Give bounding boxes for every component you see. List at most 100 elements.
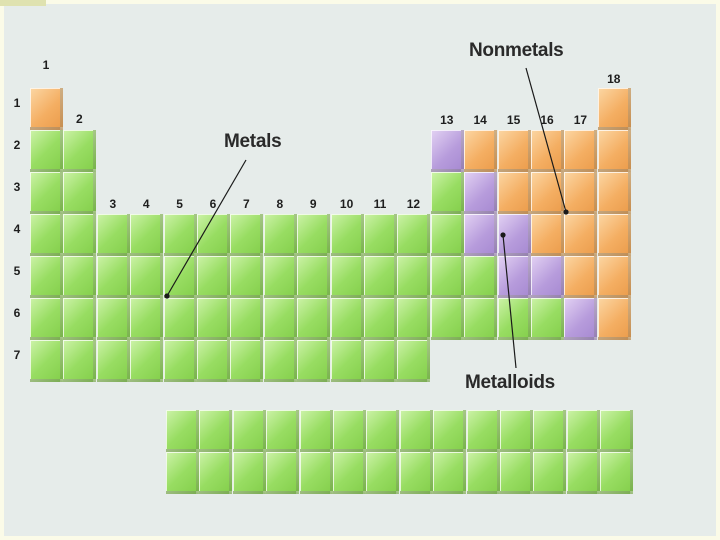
element-cell-p2-g16 bbox=[531, 130, 564, 172]
element-cell-p7-g2 bbox=[63, 340, 97, 382]
element-cell-p4-g8 bbox=[263, 214, 297, 256]
f-block-cell-r2-c10 bbox=[466, 452, 500, 494]
period-number-1: 1 bbox=[13, 96, 21, 110]
f-block-cell-r1-c11 bbox=[500, 410, 533, 452]
element-cell-p4-g2 bbox=[63, 214, 97, 256]
period-number-4: 4 bbox=[13, 222, 21, 236]
group-number-18: 18 bbox=[607, 72, 621, 86]
f-block-cell-r1-c10 bbox=[466, 410, 500, 452]
element-cell-p4-g15 bbox=[497, 214, 531, 256]
element-cell-p7-g8 bbox=[263, 340, 297, 382]
element-cell-p5-g8 bbox=[263, 256, 297, 298]
f-block-cell-r2-c2 bbox=[199, 452, 233, 494]
group-number-11: 11 bbox=[373, 197, 387, 211]
period-number-3: 3 bbox=[13, 180, 21, 194]
element-cell-p2-g15 bbox=[497, 130, 531, 172]
element-cell-p3-g14 bbox=[464, 172, 498, 214]
element-cell-p4-g11 bbox=[364, 214, 397, 256]
element-cell-p6-g17 bbox=[564, 298, 598, 340]
element-cell-p7-g11 bbox=[364, 340, 397, 382]
group-number-1: 1 bbox=[42, 58, 50, 72]
f-block-cell-r1-c3 bbox=[232, 410, 266, 452]
metals-label: Metals bbox=[224, 131, 282, 152]
f-block-cell-r2-c3 bbox=[232, 452, 266, 494]
element-cell-p6-g10 bbox=[330, 298, 364, 340]
element-cell-p5-g4 bbox=[130, 256, 164, 298]
element-cell-p6-g4 bbox=[130, 298, 164, 340]
f-block-cell-r2-c7 bbox=[366, 452, 400, 494]
period-number-6: 6 bbox=[13, 306, 21, 320]
element-cell-p2-g2 bbox=[63, 130, 97, 172]
element-cell-p6-g18 bbox=[597, 298, 631, 340]
element-cell-p6-g15 bbox=[497, 298, 531, 340]
element-cell-p6-g14 bbox=[464, 298, 498, 340]
element-cell-p4-g16 bbox=[531, 214, 564, 256]
element-cell-p7-g10 bbox=[330, 340, 364, 382]
element-cell-p5-g2 bbox=[63, 256, 97, 298]
group-number-14: 14 bbox=[473, 113, 487, 127]
f-block-cell-r2-c13 bbox=[566, 452, 600, 494]
f-block-cell-r2-c8 bbox=[399, 452, 433, 494]
f-block-cell-r1-c5 bbox=[299, 410, 333, 452]
element-cell-p2-g13 bbox=[430, 130, 464, 172]
element-cell-p2-g1 bbox=[30, 130, 63, 172]
element-cell-p7-g7 bbox=[230, 340, 264, 382]
element-cell-p5-g15 bbox=[497, 256, 531, 298]
group-number-4: 4 bbox=[142, 197, 150, 211]
element-cell-p7-g4 bbox=[130, 340, 164, 382]
element-cell-p5-g1 bbox=[30, 256, 63, 298]
f-block-cell-r2-c4 bbox=[266, 452, 300, 494]
metalloids-label: Metalloids bbox=[465, 372, 555, 393]
corner-tab bbox=[0, 0, 46, 6]
element-cell-p5-g14 bbox=[464, 256, 498, 298]
period-number-2: 2 bbox=[13, 138, 21, 152]
f-block-cell-r1-c13 bbox=[566, 410, 600, 452]
element-cell-p1-g1 bbox=[30, 88, 63, 130]
element-cell-p5-g13 bbox=[430, 256, 464, 298]
element-cell-p4-g9 bbox=[297, 214, 331, 256]
element-cell-p6-g1 bbox=[30, 298, 63, 340]
element-cell-p3-g13 bbox=[430, 172, 464, 214]
element-cell-p6-g16 bbox=[531, 298, 564, 340]
element-cell-p4-g17 bbox=[564, 214, 598, 256]
element-cell-p7-g6 bbox=[197, 340, 230, 382]
element-cell-p1-g18 bbox=[597, 88, 631, 130]
f-block-cell-r1-c1 bbox=[166, 410, 199, 452]
group-number-17: 17 bbox=[573, 113, 588, 127]
group-number-5: 5 bbox=[176, 197, 183, 211]
element-cell-p6-g2 bbox=[63, 298, 97, 340]
element-cell-p4-g18 bbox=[597, 214, 631, 256]
element-cell-p3-g18 bbox=[597, 172, 631, 214]
group-number-12: 12 bbox=[406, 197, 421, 211]
element-cell-p4-g4 bbox=[130, 214, 164, 256]
element-cell-p5-g16 bbox=[531, 256, 564, 298]
element-cell-p2-g18 bbox=[597, 130, 631, 172]
element-cell-p4-g12 bbox=[397, 214, 431, 256]
element-cell-p5-g9 bbox=[297, 256, 331, 298]
f-block-cell-r1-c8 bbox=[399, 410, 433, 452]
group-number-7: 7 bbox=[243, 197, 250, 211]
element-cell-p5-g12 bbox=[397, 256, 431, 298]
group-number-13: 13 bbox=[440, 113, 454, 127]
element-cell-p5-g10 bbox=[330, 256, 364, 298]
f-block-cell-r1-c2 bbox=[199, 410, 233, 452]
element-cell-p6-g11 bbox=[364, 298, 397, 340]
element-cell-p7-g9 bbox=[297, 340, 331, 382]
element-cell-p5-g7 bbox=[230, 256, 264, 298]
group-number-6: 6 bbox=[209, 197, 217, 211]
f-block-cell-r2-c12 bbox=[533, 452, 567, 494]
element-cell-p4-g13 bbox=[430, 214, 464, 256]
period-number-5: 5 bbox=[13, 264, 21, 278]
f-block-cell-r1-c7 bbox=[366, 410, 400, 452]
f-block-cell-r1-c6 bbox=[333, 410, 366, 452]
element-cell-p6-g3 bbox=[96, 298, 130, 340]
group-number-10: 10 bbox=[339, 197, 354, 211]
f-block-cell-r2-c14 bbox=[600, 452, 634, 494]
element-cell-p4-g1 bbox=[30, 214, 63, 256]
group-number-9: 9 bbox=[309, 197, 317, 211]
element-cell-p5-g11 bbox=[364, 256, 397, 298]
element-cell-p3-g2 bbox=[63, 172, 97, 214]
element-cell-p7-g12 bbox=[397, 340, 431, 382]
group-number-8: 8 bbox=[276, 197, 284, 211]
element-cell-p5-g3 bbox=[96, 256, 130, 298]
